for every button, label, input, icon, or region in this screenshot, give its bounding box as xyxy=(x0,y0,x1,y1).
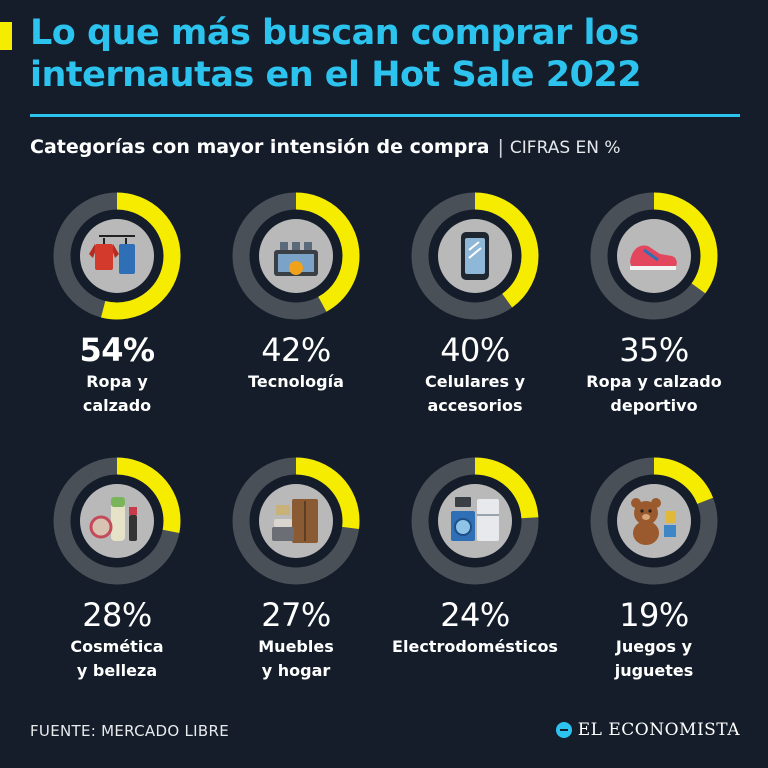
category-label: Celulares y accesorios xyxy=(380,370,570,418)
brand-name: EL ECONOMISTA xyxy=(577,720,740,740)
category-label: Tecnología xyxy=(201,370,391,394)
category-label-line: Muebles xyxy=(258,637,334,656)
donut-chart-1: 54% Ropa y calzado xyxy=(22,190,212,418)
chart-subtitle: Categorías con mayor intensión de compra… xyxy=(30,134,750,161)
donut-svg xyxy=(232,457,360,585)
category-label-line: Celulares y xyxy=(424,372,525,391)
category-label-line: deportivo xyxy=(610,396,698,415)
donut-slice-3 xyxy=(411,192,539,320)
category-label-line: y belleza xyxy=(76,661,158,680)
category-label: Ropa y calzado xyxy=(22,370,212,418)
category-label-line: Ropa y calzado xyxy=(586,372,722,391)
donut-chart-2: 42% Tecnología xyxy=(201,190,391,394)
source-note: FUENTE: MERCADO LIBRE xyxy=(30,722,229,740)
donut-slice-4 xyxy=(590,192,718,320)
donut-svg xyxy=(590,457,718,585)
donut-slice-7 xyxy=(411,457,539,585)
donut-svg xyxy=(232,192,360,320)
donut-slice-2 xyxy=(232,192,360,320)
category-label: Muebles y hogar xyxy=(201,635,391,683)
donut-svg xyxy=(53,192,181,320)
category-label-line: y hogar xyxy=(261,661,331,680)
accent-bar xyxy=(0,22,12,50)
category-label-line: juguetes xyxy=(614,661,694,680)
category-label: Cosmética y belleza xyxy=(22,635,212,683)
value-label: 42% xyxy=(261,331,331,369)
page-title: Lo que más buscan comprar los internauta… xyxy=(30,12,750,96)
title-line-2: internautas en el Hot Sale 2022 xyxy=(30,55,642,95)
sneaker-icon xyxy=(630,245,677,270)
value-label: 35% xyxy=(619,331,689,369)
donut-svg xyxy=(411,457,539,585)
donut-chart-8: 19% Juegos y juguetes xyxy=(559,455,749,683)
title-divider xyxy=(30,114,740,117)
value-label: 40% xyxy=(440,331,510,369)
donut-chart-5: 28% Cosmética y belleza xyxy=(22,455,212,683)
teddy-bear-icon xyxy=(631,498,676,545)
subtitle-separator: | xyxy=(497,136,504,158)
units-label: CIFRAS EN % xyxy=(509,138,621,158)
category-label-line: accesorios xyxy=(427,396,523,415)
donut-chart-3: 40% Celulares y accesorios xyxy=(380,190,570,418)
category-label: Electrodomésticos xyxy=(380,635,570,659)
title-line-1: Lo que más buscan comprar los xyxy=(30,13,639,53)
clothes-icon xyxy=(89,235,135,274)
donut-chart-7: 24% Electrodomésticos xyxy=(380,455,570,659)
el-economista-logo-icon xyxy=(555,722,572,738)
donut-chart-6: 27% Muebles y hogar xyxy=(201,455,391,683)
category-label-line: Ropa y xyxy=(86,372,148,391)
cosmetics-icon xyxy=(89,497,137,541)
brand-logo: EL ECONOMISTA xyxy=(555,720,740,740)
donut-slice-1 xyxy=(53,192,181,320)
donut-svg xyxy=(53,457,181,585)
category-label: Juegos y juguetes xyxy=(559,635,749,683)
subtitle-text: Categorías con mayor intensión de compra xyxy=(30,136,490,158)
donut-svg xyxy=(411,192,539,320)
value-label: 54% xyxy=(79,331,155,369)
category-label-line: calzado xyxy=(82,396,152,415)
category-label-line: Juegos y xyxy=(615,637,693,656)
technology-icon xyxy=(274,242,318,276)
furniture-icon xyxy=(272,499,318,543)
donut-slice-6 xyxy=(232,457,360,585)
donut-svg xyxy=(590,192,718,320)
value-label: 27% xyxy=(261,596,331,634)
donut-slice-5 xyxy=(53,457,181,585)
donut-chart-4: 35% Ropa y calzado deportivo xyxy=(559,190,749,418)
category-label-line: Cosmética xyxy=(70,637,164,656)
donut-slice-8 xyxy=(590,457,718,585)
category-label: Ropa y calzado deportivo xyxy=(559,370,749,418)
appliances-icon xyxy=(451,497,499,541)
smartphone-icon xyxy=(461,232,489,280)
value-label: 19% xyxy=(619,596,689,634)
category-label-line: Electrodomésticos xyxy=(392,637,558,656)
value-label: 24% xyxy=(440,596,510,634)
value-label: 28% xyxy=(82,596,152,634)
category-label-line: Tecnología xyxy=(248,372,344,391)
